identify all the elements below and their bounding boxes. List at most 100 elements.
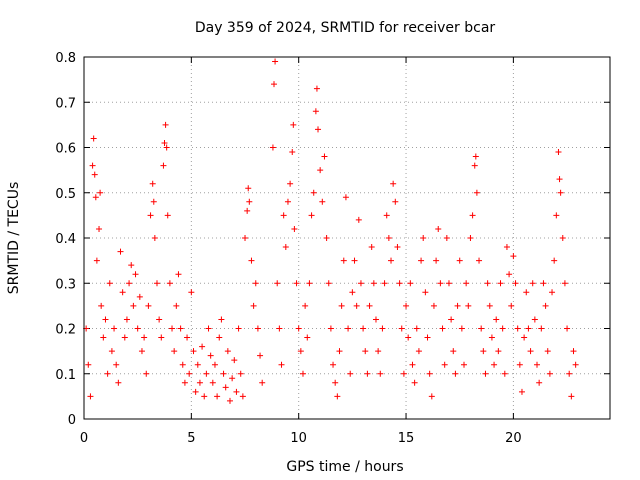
data-point bbox=[299, 370, 306, 377]
data-point bbox=[398, 325, 405, 332]
data-point bbox=[549, 289, 556, 296]
data-point bbox=[372, 316, 379, 323]
data-point bbox=[216, 334, 223, 341]
data-point bbox=[203, 370, 210, 377]
data-point bbox=[252, 280, 259, 287]
data-point bbox=[531, 316, 538, 323]
data-point bbox=[141, 334, 148, 341]
data-point bbox=[98, 302, 105, 309]
data-point bbox=[353, 302, 360, 309]
data-point bbox=[448, 316, 455, 323]
data-point bbox=[514, 325, 521, 332]
data-point bbox=[175, 271, 182, 278]
data-point bbox=[420, 235, 427, 241]
data-point bbox=[385, 235, 392, 241]
x-tick-label: 15 bbox=[398, 431, 415, 446]
data-point bbox=[290, 121, 297, 128]
x-axis-label: GPS time / hours bbox=[286, 459, 403, 475]
data-point bbox=[156, 316, 163, 323]
data-point bbox=[254, 325, 261, 332]
data-point bbox=[426, 370, 433, 377]
grid-lines bbox=[84, 57, 610, 419]
data-point bbox=[409, 361, 416, 368]
data-point bbox=[381, 280, 388, 287]
data-point bbox=[454, 302, 461, 309]
data-point bbox=[147, 212, 154, 219]
data-point bbox=[117, 248, 124, 255]
data-point bbox=[553, 212, 560, 219]
data-point bbox=[310, 189, 317, 196]
data-point bbox=[169, 325, 176, 332]
data-point bbox=[150, 198, 157, 205]
data-point bbox=[366, 302, 373, 309]
data-point bbox=[192, 388, 199, 395]
data-point bbox=[458, 325, 465, 332]
data-point bbox=[551, 257, 558, 264]
data-point bbox=[201, 393, 208, 400]
data-point bbox=[413, 325, 420, 332]
data-point bbox=[561, 280, 568, 287]
data-point bbox=[163, 144, 170, 151]
x-tick-label: 20 bbox=[505, 431, 522, 446]
data-point bbox=[242, 235, 249, 241]
data-point bbox=[239, 393, 246, 400]
y-tick-label: 0.4 bbox=[55, 232, 76, 247]
x-tick-label: 0 bbox=[80, 431, 88, 446]
data-point bbox=[521, 334, 528, 341]
data-point bbox=[315, 126, 322, 133]
data-point bbox=[555, 149, 562, 156]
data-point bbox=[245, 185, 252, 192]
data-point bbox=[347, 370, 354, 377]
data-point bbox=[269, 144, 276, 151]
data-point bbox=[338, 302, 345, 309]
data-point bbox=[501, 370, 508, 377]
data-point bbox=[121, 334, 128, 341]
data-point bbox=[108, 348, 115, 355]
data-point bbox=[403, 302, 410, 309]
data-point bbox=[93, 257, 100, 264]
data-point bbox=[476, 257, 483, 264]
y-tick-label: 0.7 bbox=[55, 96, 76, 111]
axis-ticks bbox=[83, 56, 610, 420]
data-point bbox=[179, 361, 186, 368]
data-point bbox=[495, 348, 502, 355]
data-point bbox=[510, 253, 517, 260]
data-point bbox=[102, 316, 109, 323]
data-point bbox=[512, 280, 519, 287]
data-point bbox=[199, 343, 206, 350]
data-point bbox=[104, 370, 111, 377]
data-point bbox=[257, 352, 264, 359]
data-point bbox=[439, 325, 446, 332]
data-point bbox=[488, 334, 495, 341]
data-point bbox=[540, 280, 547, 287]
data-point bbox=[289, 149, 296, 156]
data-point bbox=[424, 334, 431, 341]
data-point bbox=[370, 280, 377, 287]
data-point bbox=[463, 280, 470, 287]
data-point bbox=[123, 316, 130, 323]
data-point bbox=[295, 325, 302, 332]
data-point bbox=[542, 302, 549, 309]
data-point bbox=[177, 325, 184, 332]
data-point bbox=[379, 325, 386, 332]
y-tick-label: 0.3 bbox=[55, 277, 76, 292]
data-point bbox=[538, 325, 545, 332]
data-point bbox=[568, 393, 575, 400]
data-point bbox=[383, 212, 390, 219]
data-point bbox=[433, 257, 440, 264]
data-point bbox=[293, 280, 300, 287]
data-point bbox=[508, 302, 515, 309]
y-tick-label: 0.6 bbox=[55, 142, 76, 157]
data-point bbox=[544, 348, 551, 355]
data-point bbox=[149, 180, 156, 187]
data-point bbox=[566, 370, 573, 377]
data-point bbox=[411, 379, 418, 386]
data-point bbox=[467, 235, 474, 241]
data-point bbox=[166, 280, 173, 287]
data-point bbox=[407, 280, 414, 287]
data-point bbox=[274, 280, 281, 287]
data-point bbox=[181, 379, 188, 386]
data-point bbox=[400, 370, 407, 377]
data-point bbox=[244, 207, 251, 214]
